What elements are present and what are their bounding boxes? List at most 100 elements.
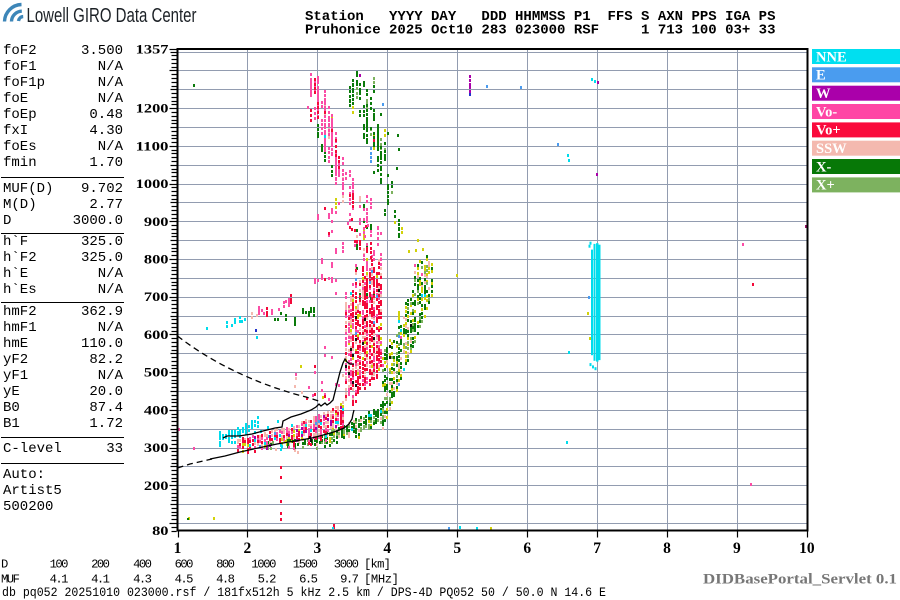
svg-text:fmin: fmin: [3, 155, 37, 171]
svg-text:Vo+: Vo+: [816, 123, 841, 139]
svg-text:10: 10: [799, 540, 815, 557]
svg-text:1.72: 1.72: [89, 416, 123, 432]
svg-text:Vo-: Vo-: [816, 104, 837, 120]
svg-text:foF2: foF2: [3, 43, 37, 59]
svg-text:4.1: 4.1: [50, 573, 69, 587]
svg-text:X-: X-: [816, 159, 831, 175]
svg-text:20.0: 20.0: [89, 384, 123, 400]
svg-text:4.5: 4.5: [175, 573, 194, 587]
svg-text:110.0: 110.0: [81, 336, 123, 352]
svg-text:SSW: SSW: [816, 141, 847, 157]
svg-text:600: 600: [144, 327, 169, 342]
svg-text:N/A: N/A: [98, 59, 124, 75]
svg-text:NNE: NNE: [816, 49, 847, 65]
svg-text:DIDBasePortal_Servlet 0.1: DIDBasePortal_Servlet 0.1: [703, 572, 897, 588]
svg-text:0.48: 0.48: [89, 107, 123, 123]
svg-text:1200: 1200: [136, 101, 169, 116]
svg-text:4.1: 4.1: [91, 573, 110, 587]
svg-text:300: 300: [144, 440, 169, 455]
svg-text:MUF: MUF: [1, 573, 20, 587]
svg-text:1000: 1000: [136, 176, 169, 191]
svg-text:B0: B0: [3, 400, 20, 416]
svg-text:N/A: N/A: [98, 368, 124, 384]
svg-text:900: 900: [144, 214, 169, 229]
svg-text:3: 3: [314, 540, 322, 557]
svg-text:1357: 1357: [136, 42, 169, 57]
svg-text:db pq052 20251010 023000.rsf /: db pq052 20251010 023000.rsf / 181fx512h…: [2, 586, 606, 600]
svg-text:325.0: 325.0: [81, 234, 123, 250]
svg-text:3000.0: 3000.0: [73, 213, 123, 229]
svg-text:400: 400: [133, 558, 152, 572]
svg-text:foF1: foF1: [3, 59, 37, 75]
svg-text:9.702: 9.702: [81, 181, 123, 197]
svg-text:N/A: N/A: [98, 75, 124, 91]
svg-text:700: 700: [144, 289, 169, 304]
svg-text:D: D: [1, 558, 8, 572]
svg-text:82.2: 82.2: [89, 352, 123, 368]
svg-text:4.8: 4.8: [216, 573, 235, 587]
svg-text:3000: 3000: [334, 558, 359, 572]
svg-text:foF1p: foF1p: [3, 75, 45, 91]
svg-text:yF2: yF2: [3, 352, 28, 368]
svg-text:1: 1: [174, 540, 182, 557]
svg-text:4.30: 4.30: [89, 123, 123, 139]
svg-text:200: 200: [91, 558, 110, 572]
svg-text:hmF2: hmF2: [3, 304, 37, 320]
svg-text:W: W: [816, 86, 831, 102]
svg-text:yF1: yF1: [3, 368, 28, 384]
svg-text:Auto:: Auto:: [3, 467, 45, 483]
svg-text:E: E: [816, 68, 826, 84]
svg-text:MUF(D): MUF(D): [3, 181, 53, 197]
svg-text:foEs: foEs: [3, 139, 37, 155]
svg-text:1000: 1000: [251, 558, 276, 572]
svg-text:80: 80: [152, 523, 168, 538]
svg-text:hmE: hmE: [3, 336, 28, 352]
svg-text:800: 800: [144, 252, 169, 267]
svg-text:B1: B1: [3, 416, 20, 432]
svg-text:yE: yE: [3, 384, 20, 400]
svg-text:9: 9: [733, 540, 741, 557]
svg-text:5.2: 5.2: [258, 573, 277, 587]
svg-text:9.7: 9.7: [340, 573, 359, 587]
svg-text:Pruhonice 2025 Oct10 283 02300: Pruhonice 2025 Oct10 283 023000 RSF 1 71…: [305, 23, 775, 39]
svg-text:200: 200: [144, 478, 169, 493]
svg-text:[MHz]: [MHz]: [364, 573, 399, 587]
svg-text:4.3: 4.3: [133, 573, 152, 587]
svg-text:fxI: fxI: [3, 123, 28, 139]
svg-text:N/A: N/A: [98, 320, 124, 336]
svg-text:2: 2: [244, 540, 252, 557]
svg-text:Lowell GIRO Data Center: Lowell GIRO Data Center: [27, 5, 197, 27]
svg-text:33: 33: [106, 441, 123, 457]
svg-text:foEp: foEp: [3, 107, 37, 123]
svg-text:7: 7: [593, 540, 601, 557]
svg-text:D: D: [3, 213, 11, 229]
svg-text:6.5: 6.5: [299, 573, 318, 587]
svg-text:h`Es: h`Es: [3, 282, 37, 298]
svg-text:600: 600: [175, 558, 194, 572]
svg-text:foE: foE: [3, 91, 28, 107]
svg-text:2.77: 2.77: [89, 197, 123, 213]
svg-text:N/A: N/A: [98, 91, 124, 107]
svg-text:h`F2: h`F2: [3, 250, 37, 266]
svg-text:N/A: N/A: [98, 139, 124, 155]
svg-text:800: 800: [216, 558, 235, 572]
svg-text:8: 8: [663, 540, 671, 557]
svg-text:500200: 500200: [3, 499, 53, 515]
svg-text:5: 5: [453, 540, 461, 557]
svg-text:325.0: 325.0: [81, 250, 123, 266]
svg-text:400: 400: [144, 402, 169, 417]
svg-text:87.4: 87.4: [89, 400, 123, 416]
svg-text:6: 6: [523, 540, 531, 557]
svg-text:100: 100: [50, 558, 69, 572]
svg-text:N/A: N/A: [98, 282, 124, 298]
svg-text:X+: X+: [816, 178, 835, 194]
svg-text:M(D): M(D): [3, 197, 37, 213]
svg-text:C-level: C-level: [3, 441, 62, 457]
svg-text:h`F: h`F: [3, 234, 28, 250]
svg-text:1500: 1500: [293, 558, 318, 572]
svg-text:h`E: h`E: [3, 266, 28, 282]
svg-text:Artist5: Artist5: [3, 483, 62, 499]
svg-text:hmF1: hmF1: [3, 320, 37, 336]
svg-text:362.9: 362.9: [81, 304, 123, 320]
svg-text:3.500: 3.500: [81, 43, 123, 59]
